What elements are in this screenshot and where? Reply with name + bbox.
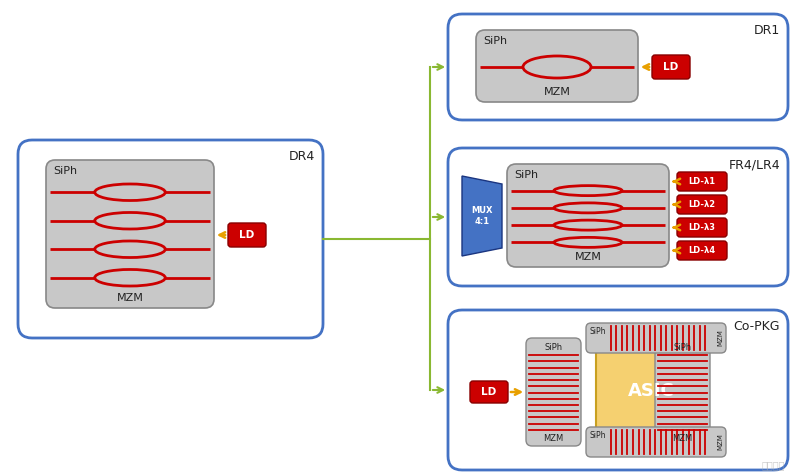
Text: LD: LD [663,62,678,72]
Text: MZM: MZM [574,252,602,262]
Text: MZM: MZM [117,293,143,303]
FancyBboxPatch shape [596,334,706,449]
FancyBboxPatch shape [655,338,710,446]
Text: MZM: MZM [717,330,723,346]
Text: LD: LD [482,387,497,397]
Text: MZM: MZM [717,434,723,450]
Ellipse shape [523,56,591,78]
FancyBboxPatch shape [526,338,581,446]
Text: SiPh: SiPh [590,327,606,336]
FancyBboxPatch shape [652,55,690,79]
Text: DR1: DR1 [754,24,780,37]
Ellipse shape [94,269,166,286]
FancyBboxPatch shape [586,427,726,457]
Text: LD-λ2: LD-λ2 [689,200,715,209]
Text: SiPh: SiPh [53,166,77,176]
Text: Co-PKG: Co-PKG [734,320,780,333]
Ellipse shape [94,212,166,229]
FancyBboxPatch shape [18,140,323,338]
Text: LD-λ3: LD-λ3 [689,223,715,232]
FancyBboxPatch shape [677,195,727,214]
Text: MZM: MZM [543,87,570,97]
Ellipse shape [554,186,622,196]
Text: DR4: DR4 [289,150,315,163]
FancyBboxPatch shape [228,223,266,247]
FancyBboxPatch shape [448,310,788,470]
Text: LD-λ4: LD-λ4 [689,246,715,255]
FancyBboxPatch shape [677,172,727,191]
Text: SiPh: SiPh [514,170,538,180]
FancyBboxPatch shape [677,218,727,237]
Text: MZM: MZM [543,434,564,443]
FancyBboxPatch shape [476,30,638,102]
Text: SiPh: SiPh [545,343,562,352]
FancyBboxPatch shape [448,14,788,120]
FancyBboxPatch shape [677,241,727,260]
FancyBboxPatch shape [448,148,788,286]
Text: SiPh: SiPh [483,36,507,46]
FancyBboxPatch shape [470,381,508,403]
Text: LD-λ1: LD-λ1 [689,177,715,186]
Text: ASIC: ASIC [628,382,674,400]
Text: MUX
4:1: MUX 4:1 [471,206,493,226]
Text: LD: LD [239,230,254,240]
Text: 鹅厂网事: 鹅厂网事 [762,460,785,470]
Ellipse shape [554,203,622,213]
Ellipse shape [554,238,622,247]
Text: FR4/LR4: FR4/LR4 [728,158,780,171]
FancyBboxPatch shape [46,160,214,308]
Polygon shape [462,176,502,256]
FancyBboxPatch shape [507,164,669,267]
Ellipse shape [94,241,166,257]
Text: MZM: MZM [672,434,693,443]
FancyBboxPatch shape [586,323,726,353]
Ellipse shape [94,184,166,200]
Text: SiPh: SiPh [590,431,606,440]
Ellipse shape [554,220,622,230]
Text: SiPh: SiPh [674,343,691,352]
